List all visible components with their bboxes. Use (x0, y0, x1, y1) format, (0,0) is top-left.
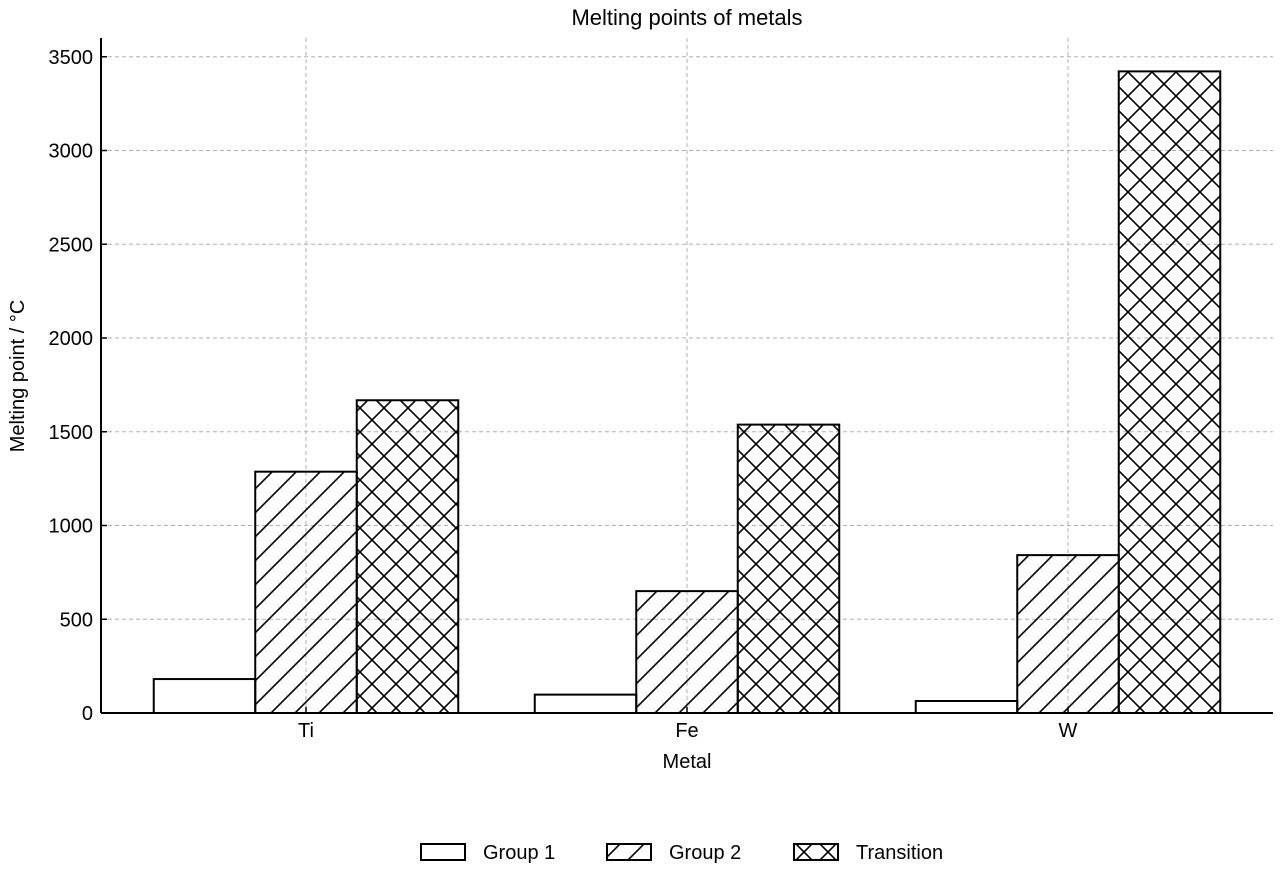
legend-swatch (420, 843, 466, 861)
y-tick-label: 2500 (49, 234, 94, 256)
bars (152, 70, 1222, 714)
x-axis-label: Metal (663, 751, 712, 773)
bar-fe-group-1 (533, 693, 638, 714)
legend-label: Group 1 (483, 842, 555, 864)
y-tick-label: 2000 (49, 328, 94, 350)
x-ticks: Ti Fe W (298, 707, 1078, 742)
bar-fe-transition (736, 423, 841, 714)
bar-w-group-1 (914, 700, 1019, 714)
y-tick-label: 3500 (49, 47, 94, 69)
bar-ti-group-1 (152, 678, 257, 714)
bar-w-transition (1117, 70, 1222, 714)
y-tick-label: 0 (82, 703, 93, 725)
x-tick-label: W (1059, 720, 1078, 742)
bar-w-group-2 (1016, 554, 1120, 714)
legend-item-group-1: Group 1 (420, 842, 555, 864)
bar-ti-group-2 (254, 470, 358, 714)
x-tick-label: Ti (298, 720, 314, 742)
legend-item-group-2: Group 2 (606, 842, 741, 864)
y-tick-label: 1000 (49, 516, 94, 538)
y-tick-label: 3000 (49, 141, 94, 163)
y-axis-label: Melting point / °C (7, 300, 29, 453)
legend-swatch (793, 843, 839, 861)
legend-item-transition: Transition (793, 842, 943, 864)
bar-ti-transition (355, 399, 460, 714)
legend-label: Transition (856, 842, 943, 864)
bar-fe-group-2 (635, 590, 739, 714)
legend-swatch (606, 843, 652, 861)
legend: Group 1 Group 2 Transition (420, 842, 943, 864)
y-ticks: 0 500 1000 1500 2000 2500 3000 3500 (49, 47, 107, 725)
y-tick-label: 500 (60, 609, 93, 631)
x-tick-label: Fe (675, 720, 698, 742)
chart-title: Melting points of metals (571, 5, 802, 30)
y-tick-label: 1500 (49, 422, 94, 444)
legend-label: Group 2 (669, 842, 741, 864)
